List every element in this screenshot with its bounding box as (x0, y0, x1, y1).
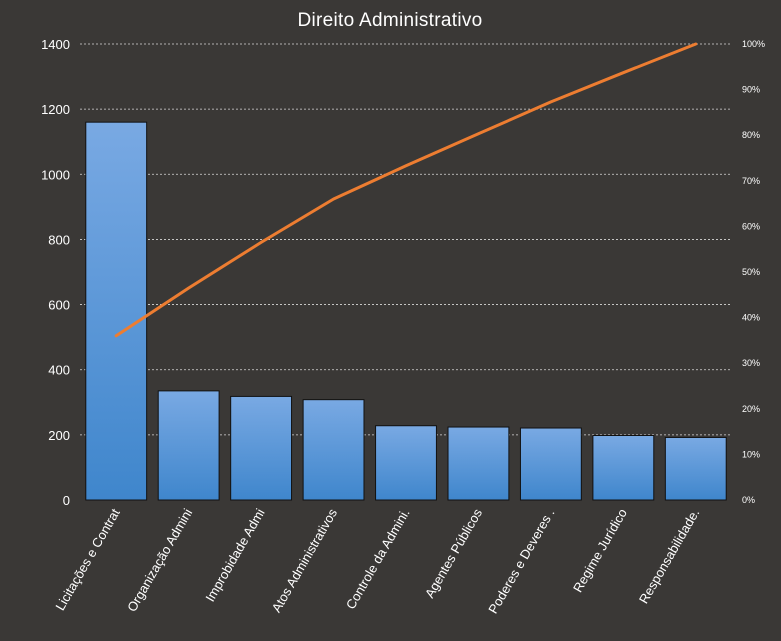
y2-tick-label: 50% (742, 267, 760, 277)
y2-tick-label: 30% (742, 358, 760, 368)
y-tick-label: 1400 (41, 37, 70, 52)
x-tick-label: Organização Admini (124, 506, 195, 614)
y-tick-label: 200 (48, 428, 70, 443)
y-axis-left: 0 200 400 600 800 1000 1200 1400 (41, 37, 70, 508)
bars (85, 121, 727, 501)
y2-tick-label: 90% (742, 85, 760, 95)
gridlines (80, 43, 732, 436)
bar (85, 121, 148, 501)
cumulative-percent-line (114, 42, 698, 338)
cumulative-line-group (114, 42, 698, 338)
y2-tick-label: 40% (742, 313, 760, 323)
bar (519, 427, 582, 501)
x-tick-label: Agentes Públicos (422, 506, 485, 601)
y2-tick-label: 100% (742, 39, 765, 49)
y-tick-label: 800 (48, 232, 70, 247)
y-tick-label: 1200 (41, 102, 70, 117)
bar (664, 436, 727, 501)
y-tick-label: 1000 (41, 167, 70, 182)
x-tick-label: Regime Jurídico (570, 506, 630, 595)
x-axis: Licitações e Contrat Organização Admini Im… (52, 506, 702, 617)
bar (375, 425, 437, 501)
bar (157, 390, 220, 501)
y2-tick-label: 10% (742, 449, 760, 459)
y2-tick-label: 60% (742, 221, 760, 231)
bar (447, 426, 510, 501)
y2-tick-label: 20% (742, 404, 760, 414)
bar (302, 399, 365, 501)
y-tick-label: 600 (48, 298, 70, 313)
y-axis-right: 0% 10% 20% 30% 40% 50% 60% 70% 80% 90% 100% (742, 39, 765, 505)
y2-tick-label: 70% (742, 176, 760, 186)
y-tick-label: 400 (48, 363, 70, 378)
bar (230, 395, 293, 501)
y2-tick-label: 0% (742, 495, 755, 505)
chart-title: Direito Administrativo (297, 10, 482, 31)
x-tick-label: Atos Administrativos (269, 506, 341, 615)
x-tick-label: Improbidade Admi (202, 506, 267, 604)
x-tick-label: Responsabilidade. (636, 506, 702, 606)
x-tick-label: Licitações e Contrat (52, 506, 123, 613)
y2-tick-label: 80% (742, 130, 760, 140)
y-tick-label: 0 (63, 493, 70, 508)
x-tick-label: Poderes e Deveres . (485, 506, 557, 616)
bar (592, 435, 655, 501)
x-tick-label: Controle da Admini. (343, 506, 413, 612)
